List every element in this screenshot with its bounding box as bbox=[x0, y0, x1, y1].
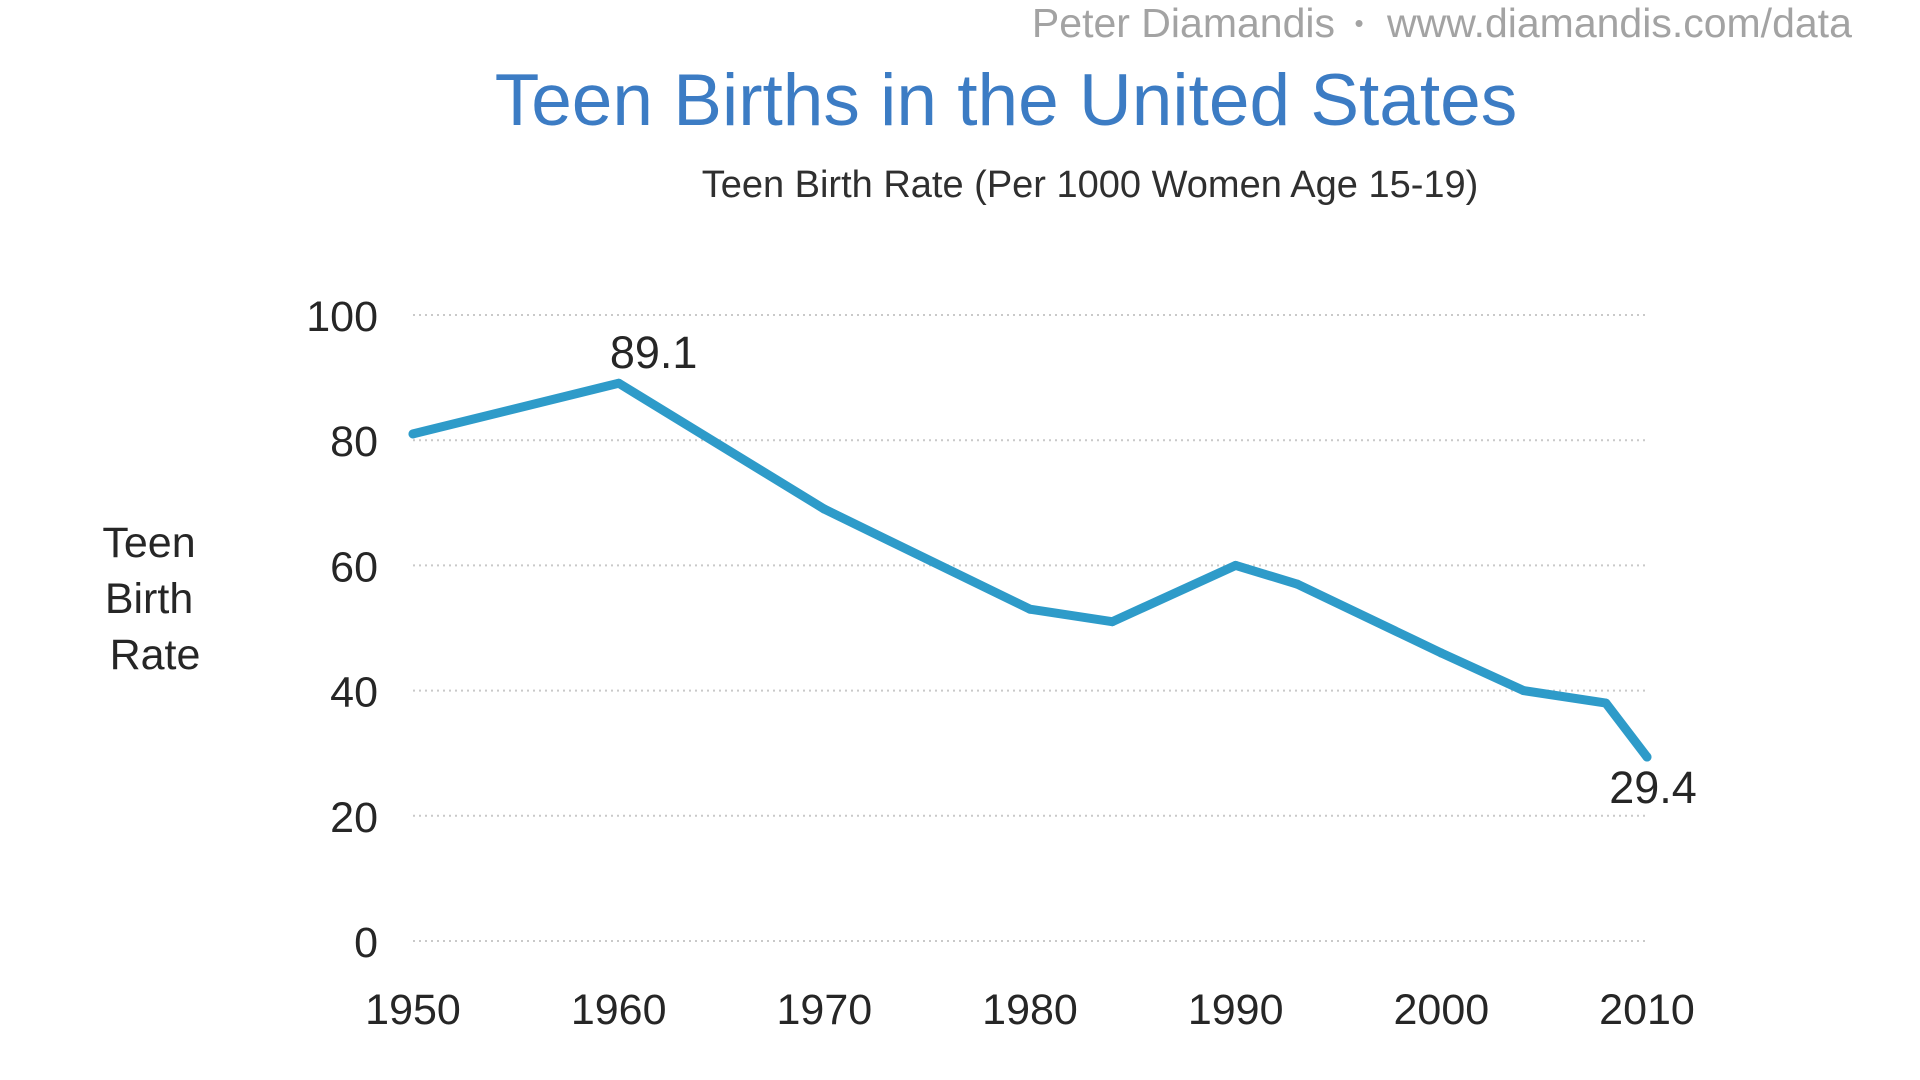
y-axis-label-line-1: Teen bbox=[102, 519, 195, 567]
y-tick-labels: 0 20 40 60 80 100 bbox=[306, 293, 378, 967]
x-tick-label: 1960 bbox=[571, 986, 667, 1034]
data-point bbox=[1642, 752, 1652, 762]
data-point bbox=[408, 429, 418, 439]
y-tick-label: 100 bbox=[306, 293, 378, 341]
credit-separator: • bbox=[1354, 8, 1363, 38]
y-tick-label: 60 bbox=[330, 543, 378, 591]
x-tick-label: 1980 bbox=[982, 986, 1078, 1034]
data-label: 29.4 bbox=[1609, 762, 1697, 813]
data-point bbox=[1025, 604, 1035, 614]
data-point bbox=[1601, 698, 1611, 708]
data-label: 89.1 bbox=[610, 327, 698, 378]
series-line-teen-birth-rate bbox=[408, 378, 1652, 762]
credit-name: Peter Diamandis bbox=[1032, 0, 1335, 46]
chart-subtitle: Teen Birth Rate (Per 1000 Women Age 15-1… bbox=[702, 164, 1479, 206]
chart-title: Teen Births in the United States bbox=[495, 60, 1518, 141]
x-tick-label: 1950 bbox=[365, 986, 461, 1034]
y-tick-label: 80 bbox=[330, 418, 378, 466]
y-tick-label: 20 bbox=[330, 794, 378, 842]
x-tick-label: 1990 bbox=[1188, 986, 1284, 1034]
data-point bbox=[614, 378, 624, 388]
y-axis-label-line-2: Birth bbox=[105, 575, 193, 623]
data-point bbox=[1292, 579, 1302, 589]
y-tick-label: 40 bbox=[330, 669, 378, 717]
y-tick-label: 0 bbox=[354, 919, 378, 967]
data-point bbox=[1436, 648, 1446, 658]
gridlines bbox=[413, 314, 1647, 942]
data-point bbox=[819, 504, 829, 514]
series-layer bbox=[408, 378, 1652, 762]
data-labels: 89.1 29.4 bbox=[610, 327, 1697, 813]
data-point bbox=[1231, 560, 1241, 570]
x-tick-label: 2000 bbox=[1393, 986, 1489, 1034]
y-axis-label-line-3: Rate bbox=[110, 631, 201, 679]
y-axis-label: Teen Birth Rate bbox=[102, 519, 207, 679]
data-point bbox=[1519, 686, 1529, 696]
data-point bbox=[1107, 617, 1117, 627]
credit-url: www.diamandis.com/data bbox=[1386, 0, 1852, 46]
x-tick-label: 1970 bbox=[776, 986, 872, 1034]
x-tick-label: 2010 bbox=[1599, 986, 1695, 1034]
x-tick-labels: 1950 1960 1970 1980 1990 2000 2010 bbox=[365, 986, 1695, 1034]
